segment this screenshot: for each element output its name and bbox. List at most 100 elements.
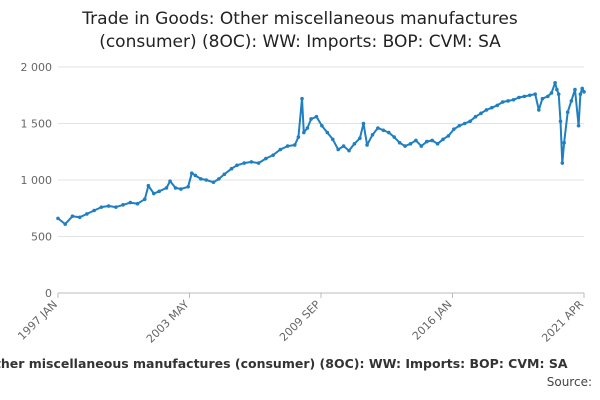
y-tick-label: 500 xyxy=(31,231,52,244)
data-point xyxy=(573,87,577,92)
data-point xyxy=(157,189,162,194)
chart-title-line-1: Trade in Goods: Other miscellaneous manu… xyxy=(82,9,518,29)
data-point xyxy=(146,183,151,188)
data-point xyxy=(347,148,351,153)
data-point xyxy=(500,100,505,104)
data-point xyxy=(211,180,216,185)
data-point xyxy=(352,142,357,146)
data-point xyxy=(63,222,68,226)
data-point xyxy=(193,173,198,178)
data-point xyxy=(578,92,583,96)
x-tick-label: 2021 APR xyxy=(539,298,586,345)
data-point xyxy=(358,136,362,140)
data-point xyxy=(309,117,313,121)
data-point xyxy=(302,130,306,135)
data-point xyxy=(278,147,283,152)
data-point xyxy=(173,186,178,190)
data-point xyxy=(537,108,541,112)
data-point xyxy=(320,123,324,128)
data-point xyxy=(99,205,104,209)
data-point xyxy=(462,121,467,126)
data-point xyxy=(336,147,340,152)
data-point xyxy=(430,138,434,143)
data-point xyxy=(556,92,561,96)
data-point xyxy=(314,114,319,119)
data-point xyxy=(135,201,140,206)
footer-caption-text: Trade in Goods: Other miscellaneous manu… xyxy=(0,356,568,371)
data-point xyxy=(106,204,111,208)
data-point xyxy=(376,126,380,130)
series-line xyxy=(56,81,586,226)
data-point xyxy=(370,133,375,137)
data-point xyxy=(576,123,581,128)
data-point xyxy=(70,214,75,218)
chart-title-line-2: (consumer) (8OC): WW: Imports: BOP: CVM:… xyxy=(99,32,501,52)
data-point xyxy=(365,143,369,147)
data-point xyxy=(495,103,500,108)
data-point xyxy=(546,94,550,99)
data-point xyxy=(305,126,310,130)
data-point xyxy=(142,197,147,202)
y-tick-label: 0 xyxy=(45,287,52,300)
data-point xyxy=(560,161,565,165)
data-point xyxy=(121,203,125,207)
data-point xyxy=(403,144,407,148)
chart-title: Trade in Goods: Other miscellaneous manu… xyxy=(0,8,600,54)
data-point xyxy=(92,208,96,213)
data-point xyxy=(330,137,335,142)
data-point xyxy=(114,205,118,209)
data-point xyxy=(408,142,413,146)
data-point xyxy=(271,153,275,157)
data-point xyxy=(85,212,89,216)
data-point xyxy=(562,140,566,145)
footer-caption: Trade in Goods: Other miscellaneous manu… xyxy=(0,356,600,372)
data-point xyxy=(152,191,156,196)
data-point xyxy=(580,86,584,91)
data-point xyxy=(441,137,445,142)
data-point xyxy=(325,130,330,135)
data-point xyxy=(511,97,516,102)
data-point xyxy=(242,161,246,165)
data-point xyxy=(555,87,559,92)
data-point xyxy=(292,143,297,147)
y-tick-label: 1 000 xyxy=(21,174,53,187)
data-point xyxy=(198,177,203,181)
grid-lines xyxy=(58,66,584,294)
data-point xyxy=(168,179,172,183)
data-point xyxy=(249,160,254,164)
data-point xyxy=(217,177,221,181)
data-point xyxy=(300,96,304,101)
data-point xyxy=(285,144,290,148)
data-point xyxy=(179,187,183,191)
data-point xyxy=(235,163,239,168)
data-point xyxy=(553,81,557,85)
data-point xyxy=(533,92,537,96)
data-point xyxy=(527,93,532,98)
data-point xyxy=(256,161,261,165)
footer-source: Source: xyxy=(546,375,592,389)
data-point xyxy=(189,171,194,176)
data-point xyxy=(264,156,268,161)
data-point xyxy=(414,138,418,143)
data-point xyxy=(473,114,478,119)
data-point xyxy=(229,166,234,171)
data-point xyxy=(381,128,386,133)
data-point xyxy=(164,186,169,190)
data-point xyxy=(479,111,483,116)
data-point xyxy=(392,135,397,139)
x-tick-label: 2009 SEP xyxy=(277,298,323,344)
data-point xyxy=(446,134,451,138)
x-axis: 1997 JAN 2003 MAY 2009 SEP 2016 JAN 2021 APR xyxy=(15,293,586,346)
data-point xyxy=(522,94,527,99)
data-point xyxy=(457,123,462,128)
data-point xyxy=(540,96,545,101)
data-point xyxy=(424,139,429,144)
data-point xyxy=(517,95,521,100)
data-point xyxy=(386,130,391,135)
data-point xyxy=(128,200,133,205)
data-point xyxy=(361,121,366,126)
data-point xyxy=(549,91,554,95)
data-point xyxy=(435,142,440,146)
y-tick-label: 1 500 xyxy=(21,118,53,131)
